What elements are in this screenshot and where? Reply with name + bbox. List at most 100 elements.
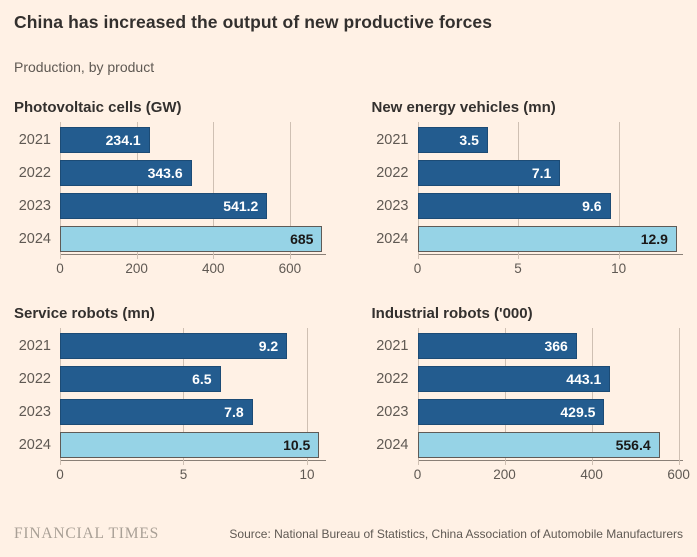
chart-industrial-robots: Industrial robots ('000) 2021 2022 2023 202… xyxy=(371,305,690,485)
page-title: China has increased the output of new pr… xyxy=(14,12,493,32)
gridline xyxy=(618,122,620,259)
year-label: 2022 xyxy=(18,165,51,181)
bar-row: 443.1 xyxy=(417,366,684,392)
year-label: 2022 xyxy=(18,371,51,387)
plot-wrap: 9.2 6.5 7.8 10.5 0 5 10 xyxy=(56,328,326,485)
bar-value-label: 7.8 xyxy=(224,404,244,420)
year-label: 2021 xyxy=(18,132,51,148)
year-label: 2024 xyxy=(18,231,51,247)
year-label: 2023 xyxy=(18,404,51,420)
chart-body: 2021 2022 2023 2024 234.1 343.6 541.2 685 0 200… xyxy=(14,122,326,279)
bar-2022: 6.5 xyxy=(60,366,221,392)
bar-row: 234.1 xyxy=(60,127,326,153)
chart-new-energy-vehicles: New energy vehicles (mn) 2021 2022 2023 202… xyxy=(371,99,684,279)
bar-2021: 234.1 xyxy=(60,127,150,153)
chart-body: 2021 2022 2023 2024 366 443.1 429.5 556.4 0 200… xyxy=(372,328,690,485)
page-subtitle: Production, by product xyxy=(14,59,155,75)
gridline xyxy=(60,122,61,259)
bar-row: 3.5 xyxy=(417,127,684,153)
gridline xyxy=(417,122,419,259)
gridline xyxy=(678,328,680,465)
plot-wrap: 366 443.1 429.5 556.4 0 200 400 600 xyxy=(414,328,690,485)
chart-title: Service robots (mn) xyxy=(14,305,155,322)
x-tick-label: 10 xyxy=(299,467,315,482)
chart-body: 2021 2022 2023 2024 9.2 6.5 7.8 10.5 0 5 10 xyxy=(14,328,326,485)
bar-row: 10.5 xyxy=(60,432,326,458)
x-axis-tick-labels: 0 200 400 600 xyxy=(414,461,690,485)
year-axis-labels: 2021 2022 2023 2024 xyxy=(372,127,418,252)
chart-service-robots: Service robots (mn) 2021 2022 2023 2024 9.2… xyxy=(14,305,326,485)
bar-row: 685 xyxy=(60,226,326,252)
x-tick-label: 0 xyxy=(56,261,64,276)
x-tick-label: 200 xyxy=(493,467,516,482)
bar-value-label: 7.1 xyxy=(531,165,552,181)
bar-2021: 3.5 xyxy=(417,127,488,153)
year-axis-labels: 2021 2022 2023 2024 xyxy=(14,127,60,252)
bar-2022: 7.1 xyxy=(417,160,561,186)
year-label: 2021 xyxy=(376,338,409,354)
gridline xyxy=(417,328,419,465)
x-axis-tick-labels: 0 5 10 xyxy=(414,255,684,279)
bar-row: 7.1 xyxy=(417,160,684,186)
year-label: 2023 xyxy=(376,198,409,214)
bar-row: 429.5 xyxy=(417,399,684,425)
gridline xyxy=(518,122,520,259)
gridline xyxy=(591,328,593,465)
gridline xyxy=(504,328,506,465)
bar-value-label: 443.1 xyxy=(566,371,602,387)
bar-value-label: 541.2 xyxy=(223,198,259,214)
bar-row: 541.2 xyxy=(60,193,326,219)
year-axis-labels: 2021 2022 2023 2024 xyxy=(14,333,60,458)
bar-row: 366 xyxy=(417,333,684,359)
bar-2024: 556.4 xyxy=(417,432,660,458)
year-axis-labels: 2021 2022 2023 2024 xyxy=(372,333,418,458)
bar-value-label: 685 xyxy=(290,231,314,247)
x-tick-label: 5 xyxy=(514,261,522,276)
x-tick-label: 400 xyxy=(201,261,225,276)
x-tick-label: 600 xyxy=(667,467,690,482)
year-label: 2021 xyxy=(376,132,409,148)
gridline xyxy=(289,122,291,259)
bar-value-label: 3.5 xyxy=(459,132,479,148)
bar-2022: 343.6 xyxy=(60,160,192,186)
x-tick-label: 200 xyxy=(125,261,148,276)
chart-photovoltaic-cells: Photovoltaic cells (GW) 2021 2022 2023 2024… xyxy=(14,99,326,279)
year-label: 2022 xyxy=(376,165,409,181)
bar-value-label: 6.5 xyxy=(192,371,212,387)
bar-value-label: 429.5 xyxy=(560,404,596,420)
chart-title: New energy vehicles (mn) xyxy=(371,99,556,116)
bar-2024: 12.9 xyxy=(417,226,677,252)
bar-value-label: 12.9 xyxy=(640,231,668,247)
bar-2024: 685 xyxy=(60,226,323,252)
chart-title: Photovoltaic cells (GW) xyxy=(14,99,182,116)
chart-body: 2021 2022 2023 2024 3.5 7.1 9.6 12.9 0 5 10 xyxy=(372,122,684,279)
bar-2023: 541.2 xyxy=(60,193,268,219)
bar-value-label: 556.4 xyxy=(615,437,651,453)
bar-row: 12.9 xyxy=(417,226,684,252)
bar-2021: 366 xyxy=(417,333,577,359)
gridline xyxy=(213,122,215,259)
plot-area: 9.2 6.5 7.8 10.5 xyxy=(60,328,326,465)
year-label: 2022 xyxy=(376,371,409,387)
bar-row: 9.6 xyxy=(417,193,684,219)
year-label: 2024 xyxy=(18,437,51,453)
gridline xyxy=(306,328,308,465)
year-label: 2024 xyxy=(376,437,409,453)
year-label: 2024 xyxy=(376,231,409,247)
bar-value-label: 343.6 xyxy=(147,165,183,181)
gridline xyxy=(183,328,185,465)
bar-value-label: 234.1 xyxy=(105,132,141,148)
chart-title: Industrial robots ('000) xyxy=(371,305,533,322)
plot-area: 3.5 7.1 9.6 12.9 xyxy=(417,122,684,259)
charts-grid: Photovoltaic cells (GW) 2021 2022 2023 2024… xyxy=(14,99,690,485)
bar-2021: 9.2 xyxy=(60,333,288,359)
bar-row: 7.8 xyxy=(60,399,326,425)
source-note: Source: National Bureau of Statistics, C… xyxy=(229,527,683,541)
bar-value-label: 10.5 xyxy=(283,437,311,453)
gridline xyxy=(136,122,138,259)
x-axis-tick-labels: 0 200 400 600 xyxy=(56,255,326,279)
bar-2024: 10.5 xyxy=(60,432,320,458)
x-tick-label: 0 xyxy=(413,467,422,482)
bar-value-label: 366 xyxy=(544,338,568,354)
